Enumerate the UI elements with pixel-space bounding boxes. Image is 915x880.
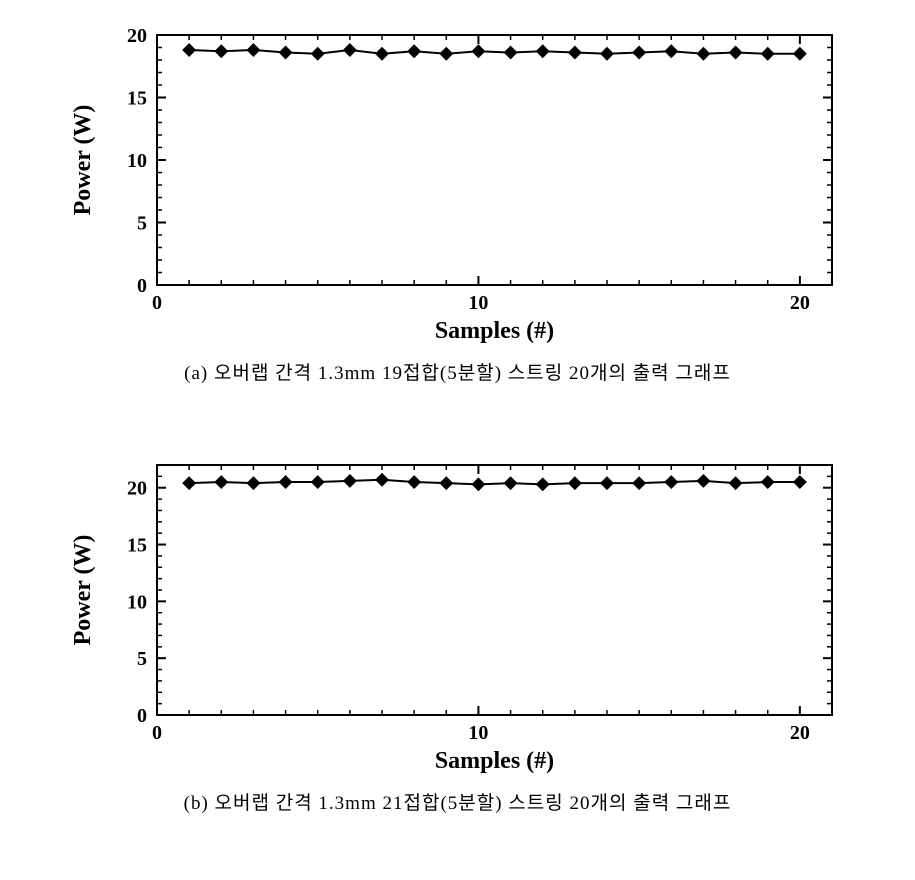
svg-text:10: 10 xyxy=(468,292,488,314)
caption-b: (b) 오버랩 간격 1.3mm 21접합(5분할) 스트링 20개의 출력 그… xyxy=(0,788,915,815)
chart-panel-a: 0 10 20 0 5 10 15 20 Samples (#) Power (W) (a) 오버… xyxy=(0,20,915,385)
svg-text:0: 0 xyxy=(137,275,147,297)
svg-text:0: 0 xyxy=(152,722,162,744)
svg-text:10: 10 xyxy=(468,722,488,744)
svg-text:0: 0 xyxy=(152,292,162,314)
svg-text:5: 5 xyxy=(137,213,147,235)
svg-text:15: 15 xyxy=(127,88,147,110)
svg-text:0: 0 xyxy=(137,705,147,727)
svg-text:Power (W): Power (W) xyxy=(70,535,96,646)
chart-panel-b: 0 10 20 0 5 10 15 20 Samples (#) Power (W) (b) 오버… xyxy=(0,450,915,815)
svg-text:20: 20 xyxy=(790,292,810,314)
svg-text:10: 10 xyxy=(127,591,147,613)
svg-text:Samples (#): Samples (#) xyxy=(435,318,554,344)
svg-text:Samples (#): Samples (#) xyxy=(435,748,554,774)
svg-text:5: 5 xyxy=(137,648,147,670)
chart-a: 0 10 20 0 5 10 15 20 Samples (#) Power (W) xyxy=(62,20,852,350)
svg-text:20: 20 xyxy=(127,478,147,500)
svg-text:15: 15 xyxy=(127,535,147,557)
svg-text:20: 20 xyxy=(127,25,147,47)
page: 0 10 20 0 5 10 15 20 Samples (#) Power (W) (a) 오버… xyxy=(0,0,915,880)
chart-b: 0 10 20 0 5 10 15 20 Samples (#) Power (W) xyxy=(62,450,852,780)
svg-text:10: 10 xyxy=(127,150,147,172)
caption-a: (a) 오버랩 간격 1.3mm 19접합(5분할) 스트링 20개의 출력 그… xyxy=(0,358,915,385)
svg-text:20: 20 xyxy=(790,722,810,744)
svg-text:Power (W): Power (W) xyxy=(70,105,96,216)
